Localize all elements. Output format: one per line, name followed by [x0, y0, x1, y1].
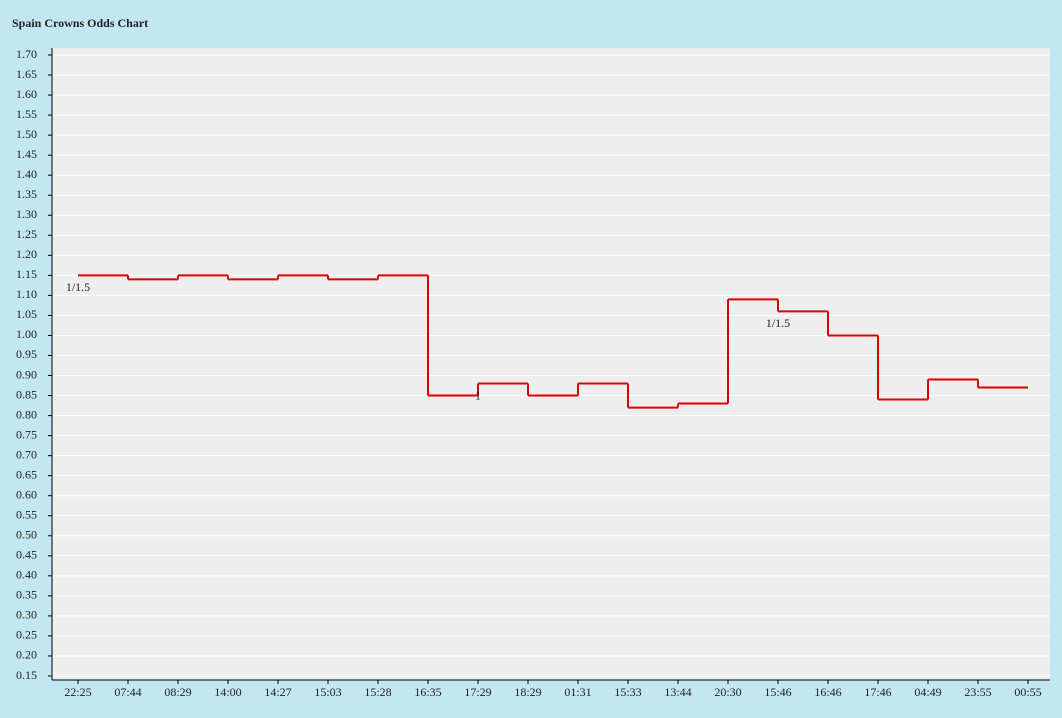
x-tick-label: 17:29	[464, 685, 491, 699]
x-tick-label: 16:35	[414, 685, 441, 699]
x-tick-label: 22:25	[64, 685, 91, 699]
x-tick-label: 15:28	[364, 685, 391, 699]
plot-area	[52, 48, 1050, 680]
y-tick-label: 1.15	[16, 267, 37, 281]
y-tick-label: 1.70	[16, 47, 37, 61]
chart-title: Spain Crowns Odds Chart	[12, 16, 148, 30]
x-tick-label: 15:46	[764, 685, 791, 699]
y-tick-label: 0.55	[16, 507, 37, 521]
y-tick-label: 1.30	[16, 207, 37, 221]
y-tick-label: 1.35	[16, 187, 37, 201]
y-tick-label: 0.15	[16, 668, 37, 682]
x-tick-label: 15:33	[614, 685, 641, 699]
x-tick-label: 14:00	[214, 685, 241, 699]
y-tick-label: 0.40	[16, 568, 37, 582]
y-tick-label: 0.35	[16, 588, 37, 602]
y-tick-label: 0.65	[16, 467, 37, 481]
x-tick-label: 16:46	[814, 685, 841, 699]
annotation: 1	[475, 388, 481, 402]
y-tick-label: 1.55	[16, 107, 37, 121]
y-tick-label: 1.20	[16, 247, 37, 261]
y-tick-label: 0.50	[16, 528, 37, 542]
x-tick-label: 13:44	[664, 685, 691, 699]
x-tick-label: 15:03	[314, 685, 341, 699]
y-tick-label: 0.90	[16, 367, 37, 381]
y-tick-label: 0.95	[16, 347, 37, 361]
x-tick-label: 01:31	[564, 685, 591, 699]
x-tick-label: 07:44	[114, 685, 141, 699]
y-tick-label: 1.60	[16, 87, 37, 101]
x-tick-label: 00:55	[1014, 685, 1041, 699]
y-tick-label: 1.00	[16, 327, 37, 341]
y-tick-label: 1.05	[16, 307, 37, 321]
y-tick-label: 0.25	[16, 628, 37, 642]
y-tick-label: 0.85	[16, 387, 37, 401]
y-tick-label: 1.25	[16, 227, 37, 241]
y-tick-label: 0.80	[16, 407, 37, 421]
x-tick-label: 18:29	[514, 685, 541, 699]
x-tick-label: 23:55	[964, 685, 991, 699]
x-tick-label: 04:49	[914, 685, 941, 699]
x-tick-label: 14:27	[264, 685, 291, 699]
x-tick-label: 20:30	[714, 685, 741, 699]
x-tick-label: 17:46	[864, 685, 891, 699]
x-tick-label: 08:29	[164, 685, 191, 699]
y-tick-label: 1.45	[16, 147, 37, 161]
y-tick-label: 1.40	[16, 167, 37, 181]
y-tick-label: 0.30	[16, 608, 37, 622]
y-tick-label: 0.60	[16, 487, 37, 501]
annotation: 1/1.5	[766, 316, 790, 330]
y-tick-label: 0.70	[16, 447, 37, 461]
y-tick-label: 1.50	[16, 127, 37, 141]
y-tick-label: 1.65	[16, 67, 37, 81]
annotation: 1/1.5	[66, 280, 90, 294]
y-tick-label: 0.20	[16, 648, 37, 662]
y-tick-label: 0.75	[16, 427, 37, 441]
y-tick-label: 1.10	[16, 287, 37, 301]
y-tick-label: 0.45	[16, 548, 37, 562]
